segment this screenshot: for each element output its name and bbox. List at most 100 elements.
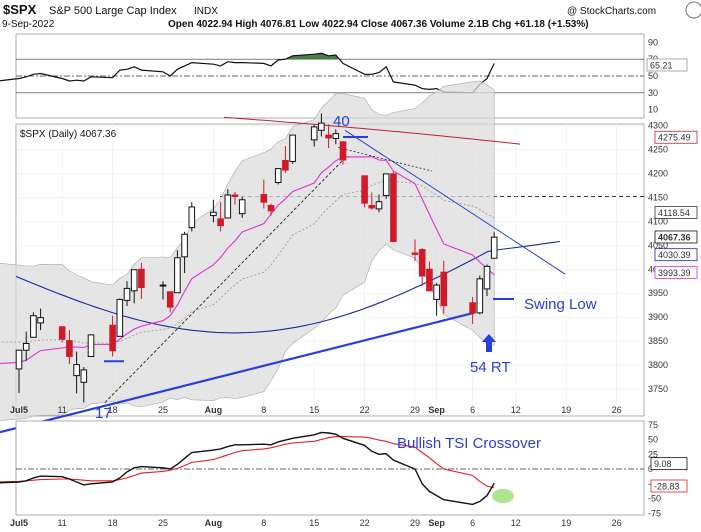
support-trendline xyxy=(0,311,475,434)
tsi-x-tick-label: 29 xyxy=(410,518,420,528)
rsi-y-tick-label: 50 xyxy=(648,71,658,81)
candle-body xyxy=(181,233,188,258)
price-x-tick-label: Jul5 xyxy=(10,405,28,415)
candle-body xyxy=(375,201,383,210)
price-value-box xyxy=(654,206,698,219)
price-panel: 4300425042004150410040504000395039003850… xyxy=(0,80,698,434)
candle-body xyxy=(188,206,196,229)
candle-body xyxy=(325,134,332,139)
candle-body xyxy=(58,326,66,340)
price-x-tick-label: 15 xyxy=(309,405,319,415)
candle-body xyxy=(138,268,145,288)
price-value-box xyxy=(654,266,698,279)
tsi-x-tick-label: 18 xyxy=(108,518,118,528)
price-y-tick-label: 4300 xyxy=(648,121,668,131)
tsi-x-tick-label: 12 xyxy=(511,518,521,528)
price-value-label: 4030.39 xyxy=(658,250,691,260)
tsi-y-tick-label: 25 xyxy=(648,449,658,459)
candle-body xyxy=(37,317,44,324)
sma-50-line xyxy=(15,240,561,334)
price-y-tick-label: 4200 xyxy=(648,168,668,178)
price-y-tick-label: 3800 xyxy=(648,360,668,370)
price-value-box xyxy=(654,248,698,262)
tsi-x-tick-label: 8 xyxy=(261,518,266,528)
rsi-y-tick-label: 90 xyxy=(648,37,658,47)
candle-body xyxy=(469,302,476,314)
candle-body xyxy=(318,122,325,131)
up-arrow-icon xyxy=(482,334,496,352)
price-y-tick-label: 3850 xyxy=(648,336,668,346)
candle-body xyxy=(22,343,30,351)
candle-body xyxy=(483,265,491,290)
tsi-signal-line xyxy=(0,436,495,489)
rsi-y-tick-label: 30 xyxy=(648,88,658,98)
tsi-y-tick-label: 0 xyxy=(648,464,653,474)
rsi-line xyxy=(0,52,495,94)
price-x-tick-label: 19 xyxy=(561,405,571,415)
candle-body xyxy=(476,278,484,314)
rsi-overbought-fill xyxy=(285,53,340,60)
exchange: INDX xyxy=(194,6,218,17)
tsi-value-label: -28.83 xyxy=(654,482,680,492)
candle-body xyxy=(80,369,88,383)
sma-10-line xyxy=(0,156,495,364)
price-value-label: 4067.36 xyxy=(658,232,691,242)
candle-body xyxy=(123,287,131,301)
candle-body xyxy=(267,205,275,212)
candle-body xyxy=(30,315,37,338)
candle-body xyxy=(289,134,296,162)
tsi-annotation: Bullish TSI Crossover xyxy=(397,435,541,452)
copyright: @ StockCharts.com xyxy=(567,6,656,17)
tsi-x-tick-label: Sep xyxy=(428,518,445,528)
tsi-y-tick-label: -75 xyxy=(648,508,661,518)
rsi-value-label: 65.21 xyxy=(646,58,688,72)
price-x-tick-label: 26 xyxy=(612,405,622,415)
price-y-tick-label: 3750 xyxy=(648,384,668,394)
candle-body xyxy=(231,194,239,197)
ohlc-summary: Open 4022.94 High 4076.81 Low 4022.94 Cl… xyxy=(168,19,589,30)
resistance-trendline xyxy=(344,129,566,275)
tsi-value-label: 9.08 xyxy=(654,459,672,469)
candle-body xyxy=(238,199,246,215)
tsi-x-tick-label: Jul5 xyxy=(10,518,28,528)
price-x-tick-label: 11 xyxy=(58,405,67,415)
price-x-tick-label: 18 xyxy=(108,405,118,415)
candle-body xyxy=(411,252,419,255)
candle-body xyxy=(433,284,440,300)
price-x-tick-label: 29 xyxy=(410,405,420,415)
rt-annotation: 54 RT xyxy=(470,359,511,376)
tsi-x-tick-label: 19 xyxy=(561,518,571,528)
price-y-tick-label: 4150 xyxy=(648,192,668,202)
candle-body xyxy=(159,284,167,287)
crossover-highlight xyxy=(492,489,514,503)
candle-body xyxy=(368,205,376,209)
price-value-label: 3993.39 xyxy=(658,268,691,278)
price-y-tick-label: 3950 xyxy=(648,288,668,298)
peak-annotation: 40 xyxy=(333,113,350,130)
candle-body xyxy=(274,168,282,184)
price-y-tick-label: 3900 xyxy=(648,312,668,322)
tsi-value-box xyxy=(650,457,688,471)
tsi-y-tick-label: 50 xyxy=(648,435,658,445)
price-x-tick-label: 6 xyxy=(470,405,475,415)
candle-body xyxy=(174,257,181,294)
price-value-label: 4275.49 xyxy=(658,133,691,143)
price-x-tick-label: 8 xyxy=(261,405,266,415)
settings-icon[interactable] xyxy=(685,1,701,19)
low-annotation: 17 xyxy=(95,405,112,422)
candle-body xyxy=(418,249,426,277)
candle-body xyxy=(382,173,390,196)
bollinger-band xyxy=(0,80,495,421)
tsi-y-tick-label: -50 xyxy=(648,494,661,504)
header: $SPX S&P 500 Large Cap Index INDX @ Stoc… xyxy=(2,1,701,30)
chart-date: 9-Sep-2022 xyxy=(2,19,55,30)
candle-body xyxy=(310,126,318,141)
price-x-tick-label: 12 xyxy=(511,405,521,415)
tsi-x-tick-label: 26 xyxy=(612,518,622,528)
candle-body xyxy=(66,340,73,357)
candle-body xyxy=(87,334,95,357)
price-value-label: 4118.54 xyxy=(658,208,690,218)
